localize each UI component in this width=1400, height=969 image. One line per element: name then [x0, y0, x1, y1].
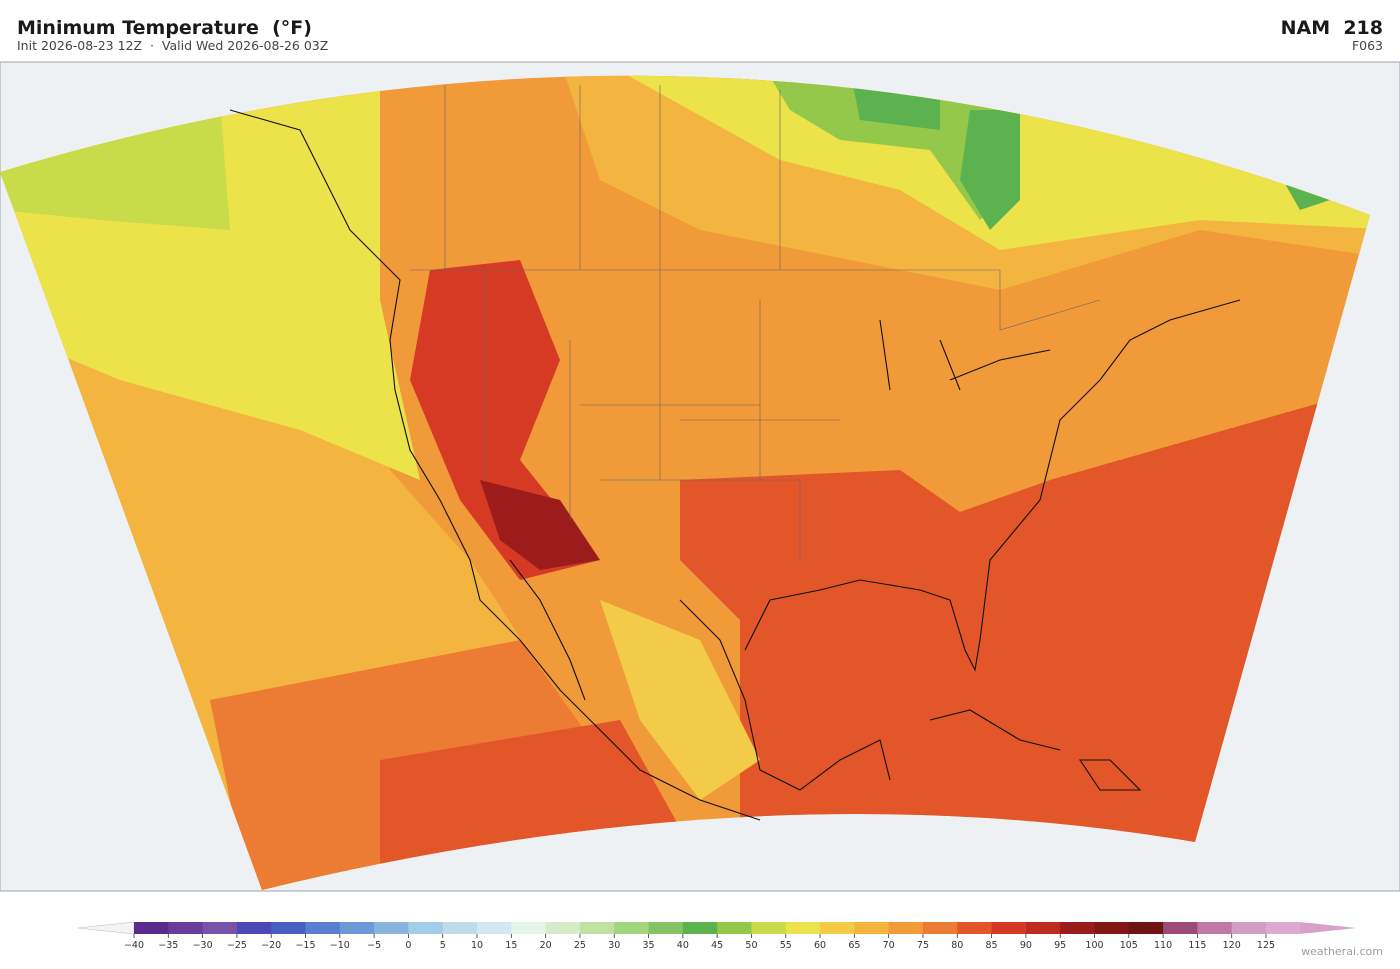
colorbar-tick-label: 50 [745, 940, 757, 951]
colorbar-bin [751, 922, 787, 934]
colorbar: −40 −35 −30 −25 −20 −15 −10 −5 0 5 10 15 20 25 30 35 40 4… [77, 921, 1357, 951]
colorbar-bin [1128, 922, 1164, 934]
colorbar-tick-label: 45 [711, 940, 723, 951]
colorbar-bin [408, 922, 444, 934]
colorbar-bin [957, 922, 992, 934]
forecast-frame: F063 [1352, 38, 1383, 53]
colorbar-tick-label: −10 [330, 940, 350, 951]
colorbar-tick-label: 90 [1020, 940, 1032, 951]
colorbar-tick-label: 75 [917, 940, 929, 951]
colorbar-bin [888, 922, 924, 934]
colorbar-tick-label: −15 [295, 940, 315, 951]
colorbar-tick-label: 25 [574, 940, 586, 951]
colorbar-bin [1231, 922, 1267, 934]
colorbar-tick-label: 60 [814, 940, 826, 951]
colorbar-tick-label: 55 [780, 940, 792, 951]
colorbar-tick-label: −30 [193, 940, 213, 951]
colorbar-over [1300, 922, 1357, 934]
colorbar-bin [202, 922, 238, 934]
coastlines [229, 109, 1241, 821]
colorbar-tick-label: 40 [677, 940, 689, 951]
colorbar-bin [717, 922, 752, 934]
colorbar-under [77, 921, 135, 935]
colorbar-bin [854, 922, 890, 934]
colorbar-bin [1025, 922, 1061, 934]
colorbar-tick-label: 30 [608, 940, 620, 951]
colorbar-bin [545, 922, 581, 934]
colorbar-tick-label: 115 [1188, 940, 1206, 951]
colorbar-bin [682, 922, 718, 934]
colorbar-bin [236, 922, 272, 934]
colorbar-tick-label: 5 [440, 940, 446, 951]
borders [410, 85, 1101, 560]
colorbar-tick-label: 120 [1223, 940, 1241, 951]
colorbar-bin [1197, 922, 1233, 934]
colorbar-bin [374, 922, 409, 934]
colorbar-tick-label: 95 [1054, 940, 1066, 951]
colorbar-bin [1094, 922, 1130, 934]
colorbar-bin [511, 922, 547, 934]
watermark: weatherai.com [1301, 945, 1383, 958]
model-name: NAM 218 [1281, 17, 1383, 39]
colorbar-bin [1060, 922, 1095, 934]
colorbar-tick-label: 15 [505, 940, 517, 951]
colorbar-bin [785, 922, 821, 934]
colorbar-bin [1266, 922, 1301, 934]
colorbar-tick-label: 70 [883, 940, 895, 951]
colorbar-tick-label: 105 [1120, 940, 1138, 951]
colorbar-bin [820, 922, 855, 934]
colorbar-bin [922, 922, 958, 934]
colorbar-tick-label: 0 [405, 940, 411, 951]
colorbar-bin [614, 922, 649, 934]
colorbar-tick-label: 110 [1154, 940, 1172, 951]
colorbar-bin [991, 922, 1027, 934]
colorbar-bin [477, 922, 512, 934]
colorbar-bin [134, 922, 169, 934]
colorbar-tick-label: 125 [1257, 940, 1275, 951]
colorbar-bin [1163, 922, 1198, 934]
colorbar-tick-label: 35 [642, 940, 654, 951]
colorbar-bin [339, 922, 375, 934]
colorbar-tick-label: 80 [951, 940, 963, 951]
map-subtitle: Init 2026-08-23 12Z · Valid Wed 2026-08-… [17, 38, 328, 53]
colorbar-tick-label: 85 [986, 940, 998, 951]
colorbar-bin [579, 922, 615, 934]
colorbar-tick-label: −20 [261, 940, 281, 951]
colorbar-bin [271, 922, 306, 934]
colorbar-bin [305, 922, 341, 934]
colorbar-bin [648, 922, 684, 934]
colorbar-tick-label: −35 [158, 940, 178, 951]
colorbar-tick-label: −40 [124, 940, 144, 951]
colorbar-tick-label: −25 [227, 940, 247, 951]
map-title: Minimum Temperature (°F) [17, 17, 312, 39]
colorbar-bin [442, 922, 478, 934]
colorbar-tick-label: 100 [1085, 940, 1103, 951]
colorbar-tick-label: 20 [540, 940, 552, 951]
colorbar-tick-label: −5 [367, 940, 381, 951]
colorbar-tick-label: 65 [848, 940, 860, 951]
colorbar-bin [168, 922, 204, 934]
colorbar-tick-label: 10 [471, 940, 483, 951]
